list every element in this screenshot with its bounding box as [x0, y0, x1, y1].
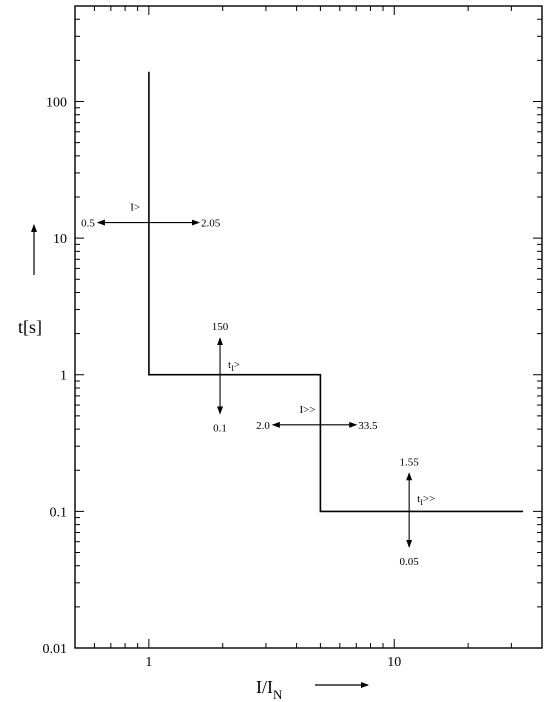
x-axis-title-main: I/I [256, 677, 273, 697]
axes [74, 5, 543, 649]
i-gtgt-range: 2.0 33.5 I>> [256, 404, 378, 432]
range-max-label: 33.5 [358, 420, 378, 432]
x-tick-label: 10 [387, 655, 401, 670]
range-min-label: 0.1 [213, 423, 227, 435]
x-tick-label: 1 [145, 655, 152, 670]
y-tick-label: 0.01 [43, 642, 68, 657]
plot-frame [74, 5, 543, 649]
ti-gtgt-range: 1.55 0.05 tI>> [400, 456, 436, 568]
range-max-label: 1.55 [400, 456, 420, 468]
x-axis-title: I/IN [256, 677, 283, 702]
range-label: tI> [228, 359, 240, 373]
range-min-label: 0.5 [81, 218, 95, 230]
range-label: tI>> [417, 493, 435, 507]
series-line [148, 71, 524, 513]
range-min-label: 2.0 [256, 420, 270, 432]
annotations: 0.5 2.05 I> 150 0.1 tI> 2.0 33.5 I>> 1.55 0.05 tI>> [81, 202, 435, 568]
y-tick-label: 100 [46, 95, 67, 110]
range-min-label: 0.05 [400, 556, 420, 568]
range-label: I>> [300, 404, 316, 416]
i-gt-range: 0.5 2.05 I> [81, 202, 221, 230]
y-tick-label: 1 [60, 369, 67, 384]
y-axis-title: t[s] [18, 317, 42, 337]
x-axis-title-sub: N [273, 687, 283, 702]
ticks: 0.01 0.1 1 10 100 1 10 [43, 5, 543, 670]
ti-gt-range: 150 0.1 tI> [212, 321, 240, 434]
y-tick-label: 0.1 [50, 505, 68, 520]
range-max-label: 2.05 [201, 218, 221, 230]
series [148, 71, 524, 513]
range-max-label: 150 [212, 321, 229, 333]
y-tick-label: 10 [53, 232, 67, 247]
range-label: I> [130, 202, 140, 214]
